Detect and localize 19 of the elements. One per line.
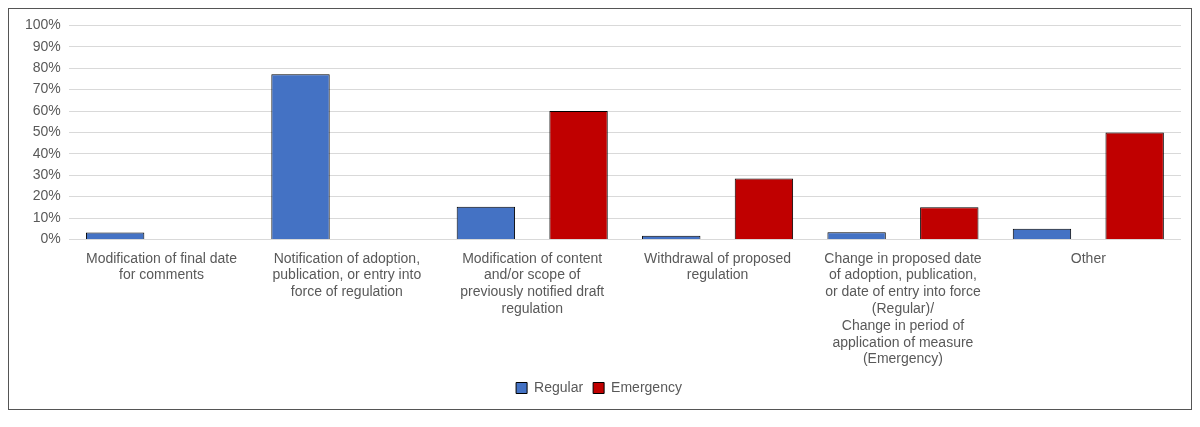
x-tick-label: Change in proposed date of adoption, publication, or date of entry into force (Regular)/ Change in period of application of measure (Emergency)	[824, 249, 982, 367]
y-tick-label: 100%	[24, 16, 61, 33]
y-tick-label: 60%	[32, 101, 61, 118]
y-tick-label: 30%	[32, 166, 61, 183]
x-tick-label: Withdrawal of proposed regulation	[644, 249, 792, 283]
y-tick-label: 20%	[32, 187, 61, 204]
x-tick-label: Other	[1070, 249, 1107, 266]
y-tick-label: 90%	[32, 37, 61, 54]
y-tick-label: 50%	[32, 123, 61, 140]
x-tick-label: Notification of adoption, publication, or entry into force of regulation	[272, 249, 422, 300]
legend-label: Regular	[534, 378, 584, 395]
y-tick-label: 40%	[32, 144, 61, 161]
x-tick-label: Modification of final date for comments	[86, 249, 238, 283]
y-tick-label: 0%	[40, 230, 61, 247]
y-tick-label: 80%	[32, 59, 61, 76]
y-tick-label: 70%	[32, 80, 61, 97]
y-tick-label: 10%	[32, 208, 61, 225]
x-tick-label: Modification of content and/or scope of previously notified draft regulation	[460, 249, 605, 317]
legend-label: Emergency	[611, 378, 682, 395]
